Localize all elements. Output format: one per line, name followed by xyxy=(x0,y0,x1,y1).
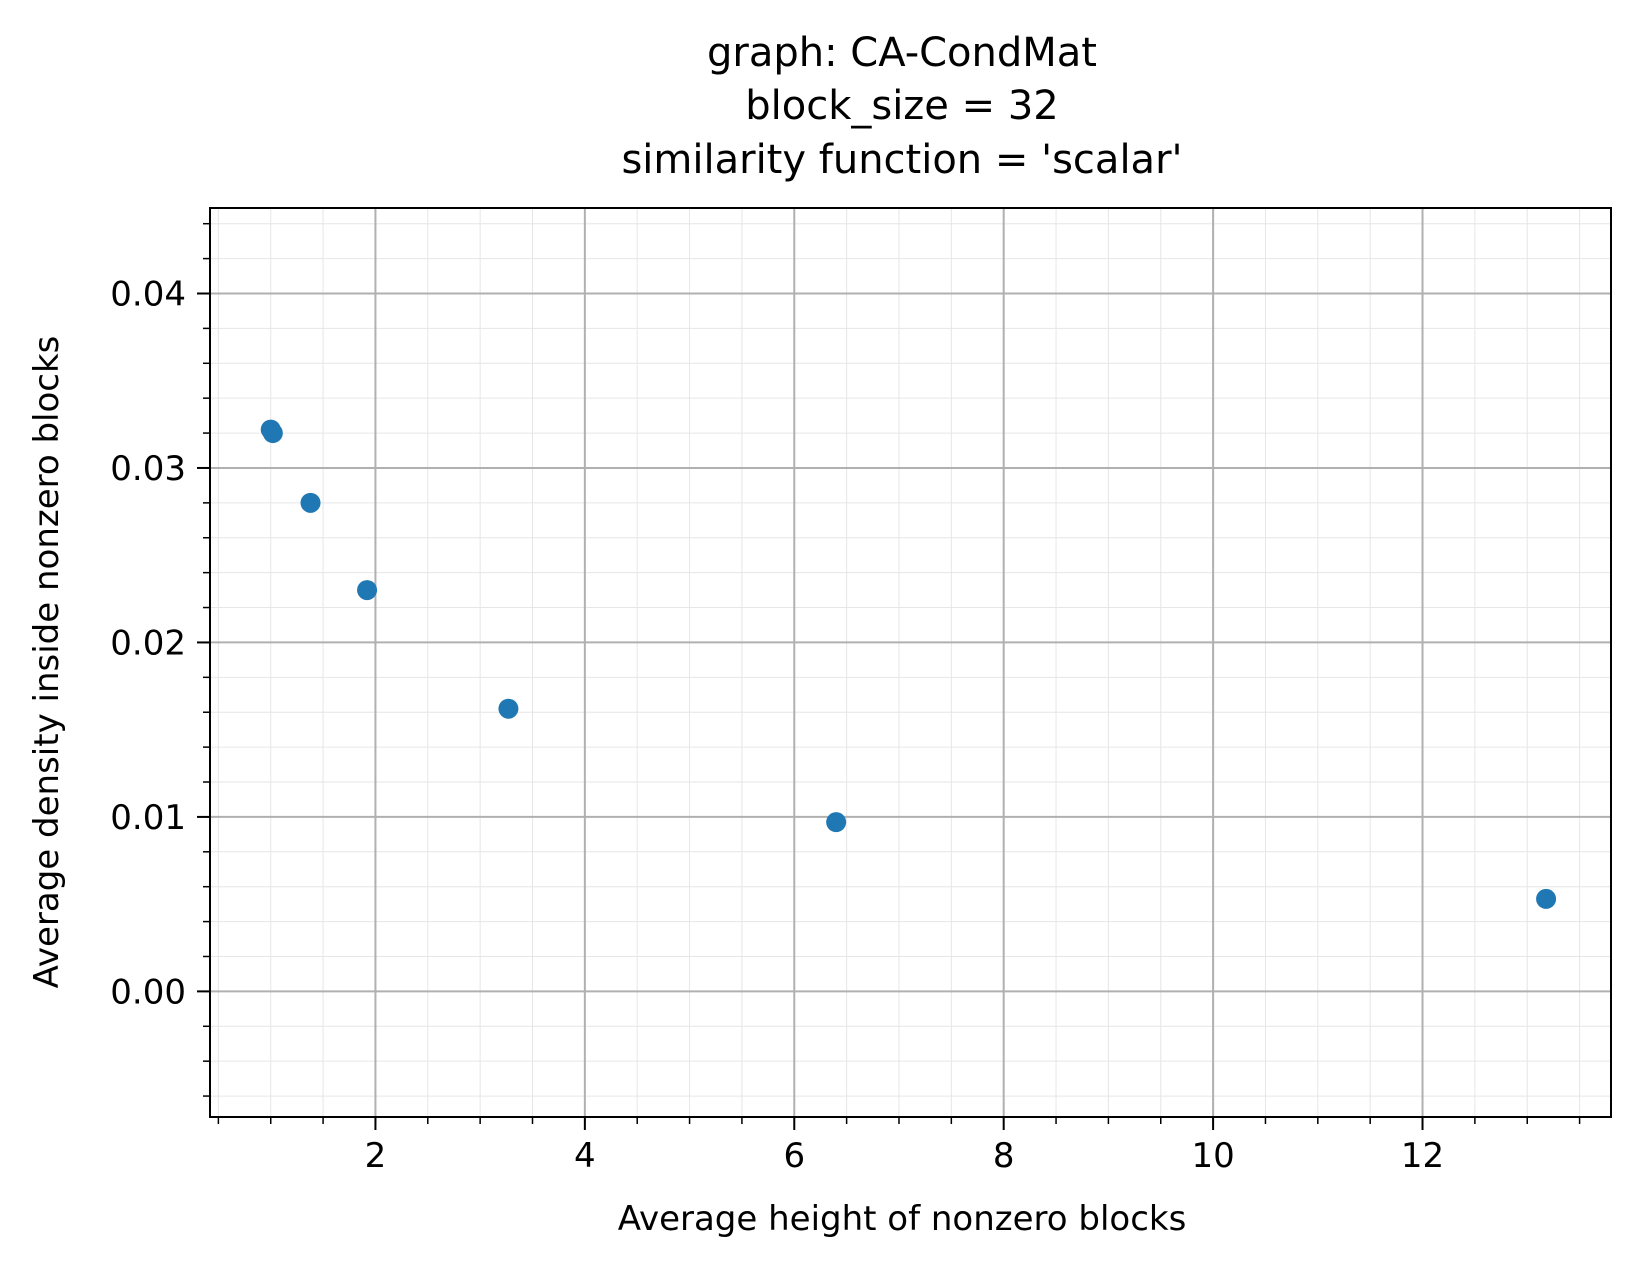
x-tick-label: 2 xyxy=(365,1136,387,1176)
x-tick-label: 10 xyxy=(1191,1136,1234,1176)
plot-frame xyxy=(209,207,1612,1118)
tick-labels: 2 4 6 8 10 12 0.00 0.01 0.02 0.03 0.04 xyxy=(110,274,1444,1176)
data-point xyxy=(357,580,378,601)
major-grid xyxy=(210,208,1611,1117)
y-tick-label: 0.02 xyxy=(110,623,186,663)
data-points xyxy=(260,419,1557,909)
data-point xyxy=(826,812,847,833)
x-axis-label: Average height of nonzero blocks xyxy=(618,1199,1187,1239)
y-tick-label: 0.03 xyxy=(110,449,186,489)
axis-ticks xyxy=(197,222,1581,1130)
minor-grid xyxy=(210,208,1611,1117)
x-tick-label: 12 xyxy=(1401,1136,1444,1176)
y-tick-label: 0.00 xyxy=(110,972,186,1012)
title-line-3: similarity function = 'scalar' xyxy=(621,137,1182,183)
data-point xyxy=(300,492,321,513)
data-point xyxy=(498,698,519,719)
y-tick-label: 0.01 xyxy=(110,798,186,838)
data-point xyxy=(262,423,283,444)
y-axis-label: Average density inside nonzero blocks xyxy=(27,336,67,989)
title-line-1: graph: CA-CondMat xyxy=(707,30,1097,76)
x-tick-label: 4 xyxy=(574,1136,596,1176)
x-tick-label: 6 xyxy=(783,1136,805,1176)
data-point xyxy=(1536,888,1557,909)
x-tick-label: 8 xyxy=(993,1136,1015,1176)
title-line-2: block_size = 32 xyxy=(745,83,1059,129)
chart-title: graph: CA-CondMat block_size = 32 simila… xyxy=(621,30,1182,183)
y-tick-label: 0.04 xyxy=(110,274,186,314)
